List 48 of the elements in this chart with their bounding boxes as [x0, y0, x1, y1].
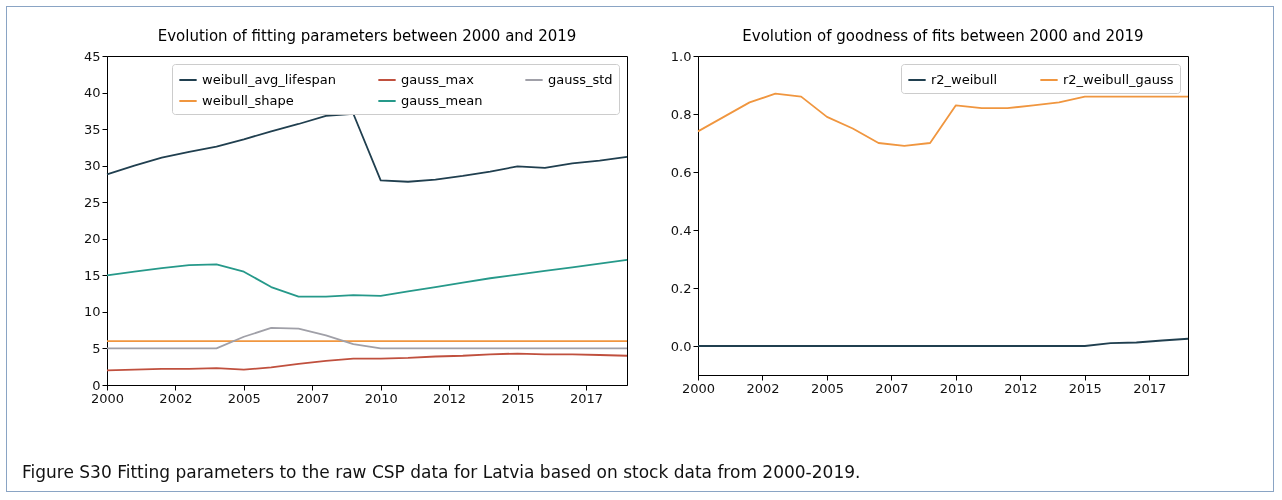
caption: Figure S30 Fitting parameters to the raw CSP data for Latvia based on stock data from 2000-2019.	[22, 462, 861, 482]
x-tick-label: 2012	[433, 390, 467, 406]
y-tick-label: 5	[92, 340, 101, 356]
x-tick-label: 2002	[159, 390, 193, 406]
legend-label: weibull_avg_lifespan	[202, 72, 336, 87]
x-tick-label: 2007	[875, 380, 909, 396]
x-tick-label: 2017	[569, 390, 603, 406]
y-tick-label: 25	[83, 194, 101, 210]
x-tick-label: 2000	[90, 390, 125, 406]
x-tick-label: 2010	[939, 380, 973, 396]
y-tick-label: 0.4	[670, 222, 692, 238]
chart-title: Evolution of fitting parameters between 2000 and 2019	[157, 27, 577, 45]
line-series	[106, 352, 628, 372]
legend-label: r2_weibull	[931, 72, 998, 87]
x-tick-label: 2010	[364, 390, 398, 406]
x-tick-label: 2012	[1004, 380, 1038, 396]
y-tick-label: 15	[83, 267, 101, 283]
line-series	[106, 327, 628, 350]
legend-label: weibull_shape	[202, 93, 294, 108]
x-tick-label: 2002	[746, 380, 780, 396]
legend-label: gauss_max	[401, 72, 475, 87]
y-tick-label: 1.0	[670, 48, 692, 64]
x-tick-label: 2017	[1133, 380, 1167, 396]
y-tick-label: 20	[83, 231, 101, 247]
y-tick-label: 10	[83, 304, 101, 320]
legend-label: gauss_mean	[401, 93, 483, 108]
x-tick-label: 2005	[227, 390, 261, 406]
y-tick-label: 40	[83, 85, 101, 101]
line-series	[697, 337, 1189, 347]
line-series	[106, 112, 628, 183]
x-tick-label: 2015	[1068, 380, 1102, 396]
legend-label: gauss_std	[548, 72, 613, 87]
y-tick-label: 0.2	[670, 280, 692, 296]
x-tick-label: 2007	[296, 390, 330, 406]
chart-title: Evolution of goodness of fits between 2000 and 2019	[742, 27, 1144, 45]
line-series	[106, 259, 628, 298]
y-tick-label: 45	[83, 48, 101, 64]
y-tick-label: 35	[83, 121, 101, 137]
x-tick-label: 2005	[810, 380, 844, 396]
x-tick-label: 2015	[501, 390, 535, 406]
line-series	[697, 92, 1189, 147]
y-tick-label: 30	[83, 158, 101, 174]
y-tick-label: 0.6	[670, 164, 692, 180]
y-tick-label: 0.8	[670, 106, 692, 122]
y-tick-label: 0	[92, 377, 101, 393]
x-tick-label: 2000	[681, 380, 716, 396]
legend-label: r2_weibull_gauss	[1063, 72, 1174, 87]
y-tick-label: 0.0	[670, 338, 692, 354]
